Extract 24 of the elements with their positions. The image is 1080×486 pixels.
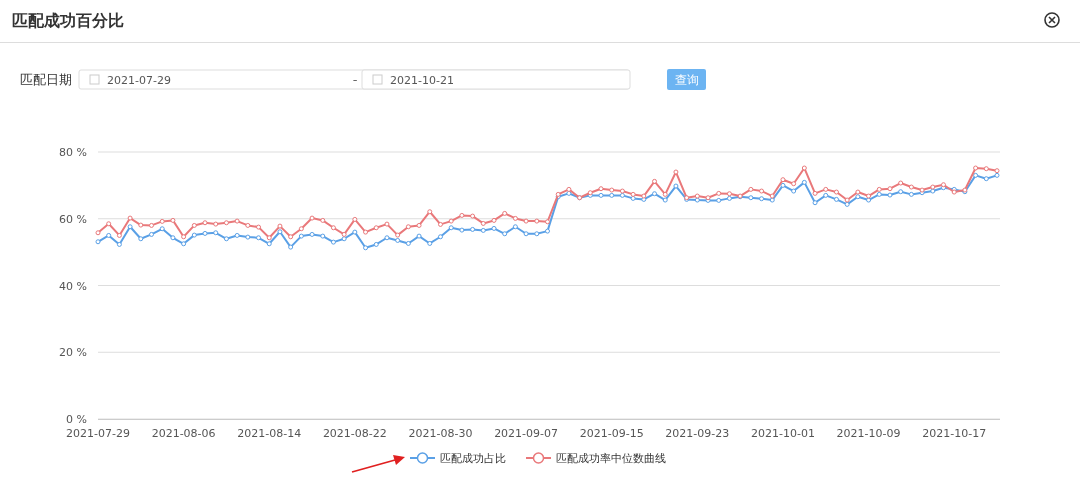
x-tick-label: 2021-10-09 [836, 427, 901, 440]
x-tick-label: 2021-09-15 [579, 427, 644, 440]
x-tick-label: 2021-09-23 [665, 427, 730, 440]
text: 2021-07-29 [107, 74, 171, 87]
y-tick-label: 20 % [59, 346, 87, 360]
x-tick-label: 2021-07-29 [66, 427, 130, 440]
x-tick-label: 2021-08-14 [237, 427, 302, 440]
y-tick-label: 60 % [59, 212, 87, 226]
text: 匹配日期 [20, 72, 72, 87]
x-tick-label: 2021-08-22 [322, 427, 387, 440]
text: 2021-10-21 [390, 74, 454, 87]
y-tick-label: 0 % [66, 413, 87, 426]
x-tick-label: 2021-09-07 [494, 427, 559, 440]
text: - [352, 72, 358, 87]
x-tick-label: 2021-10-17 [922, 427, 987, 440]
y-tick-label: 40 % [59, 279, 87, 293]
text: 查询 [674, 73, 699, 87]
x-tick-label: 2021-08-06 [151, 427, 216, 440]
legend-label: 匹配成功率中位数曲线 [556, 452, 666, 465]
x-tick-label: 2021-08-30 [408, 427, 473, 440]
x-tick-label: 2021-10-01 [750, 427, 815, 440]
chart-title: 匹配成功百分比 [12, 11, 124, 30]
y-tick-label: 80 % [59, 146, 87, 159]
legend-label: 匹配成功占比 [440, 452, 506, 465]
